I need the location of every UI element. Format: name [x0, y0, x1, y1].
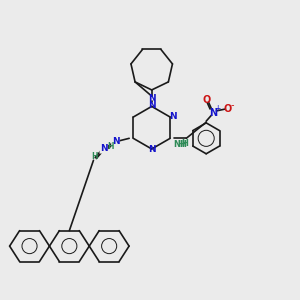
- Text: O: O: [223, 104, 232, 114]
- Text: H: H: [107, 142, 113, 152]
- Text: N: N: [148, 101, 156, 110]
- Text: N: N: [209, 108, 217, 118]
- Text: -: -: [230, 100, 234, 110]
- Text: NH: NH: [173, 140, 187, 149]
- Text: O: O: [203, 94, 211, 104]
- Text: N: N: [148, 94, 155, 103]
- Text: N: N: [148, 145, 155, 154]
- Text: H: H: [91, 152, 98, 161]
- Text: H: H: [177, 140, 184, 149]
- Text: N: N: [112, 137, 119, 146]
- Text: H: H: [181, 139, 188, 148]
- Text: N: N: [169, 112, 177, 121]
- Text: +: +: [214, 103, 220, 112]
- Text: N: N: [100, 144, 108, 153]
